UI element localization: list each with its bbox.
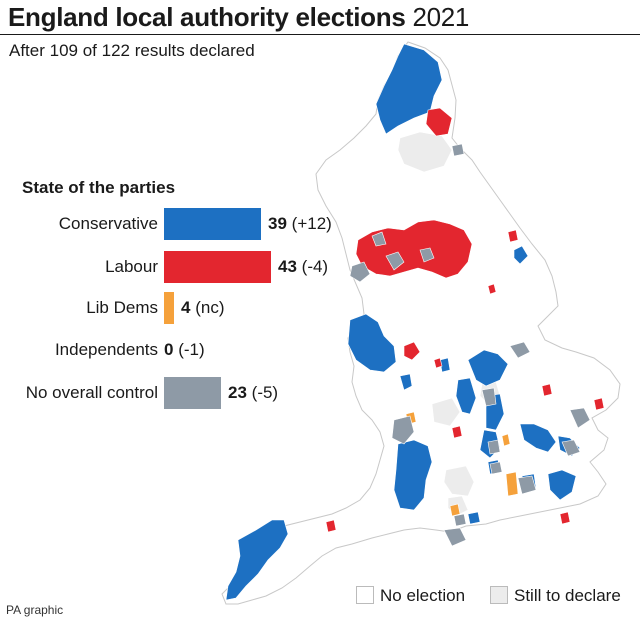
title-year: 2021 [412,2,470,32]
party-row-independents: Independents 0 (-1) [0,334,640,366]
party-bar [164,377,221,409]
party-value: 23 (-5) [228,383,279,402]
party-value: 43 (-4) [278,257,329,276]
england-outline [221,41,621,605]
party-bar [164,292,174,324]
party-label: Lib Dems [86,298,158,317]
chart-title: England local authority elections 2021 [8,2,469,33]
party-bar [164,251,271,283]
party-label: Labour [105,257,158,276]
party-bar [164,208,261,240]
party-row-lib-dems: Lib Dems 4 (nc) [0,292,640,324]
subtitle: After 109 of 122 results declared [9,41,255,60]
title-text: England local authority elections [8,2,406,32]
party-label: Independents [54,340,158,359]
state-of-parties-heading: State of the parties [22,178,176,197]
legend-label: No election [380,586,466,605]
legend-swatch [490,586,508,604]
legend-label: Still to declare [514,586,621,605]
party-label: No overall control [25,383,158,402]
party-row-conservative: Conservative 39 (+12) [0,208,640,240]
title-divider [0,34,640,35]
credit: PA graphic [6,603,64,617]
party-value: 39 (+12) [268,214,332,233]
party-value: 0 (-1) [164,340,205,359]
party-value: 4 (nc) [181,298,225,317]
party-label: Conservative [58,214,158,233]
legend-swatch [356,586,374,604]
party-row-no-overall-control: No overall control 23 (-5) [0,377,640,409]
party-row-labour: Labour 43 (-4) [0,251,640,283]
no-overall-control-areas [349,143,591,547]
labour-areas [325,107,605,533]
